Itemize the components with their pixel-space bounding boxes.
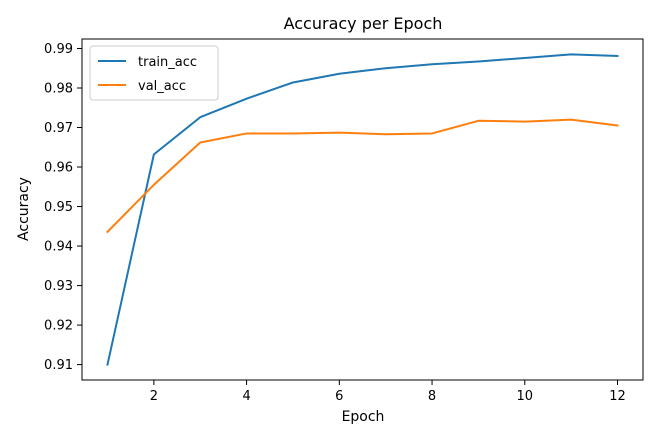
legend-label-val-acc: val_acc — [138, 79, 186, 94]
y-tick-label: 0.91 — [44, 358, 73, 373]
axes — [81, 38, 644, 381]
y-tick-label: 0.99 — [44, 42, 73, 57]
y-tick-label: 0.95 — [44, 200, 73, 215]
chart-title: Accuracy per Epoch — [284, 14, 443, 33]
x-axis-label: Epoch — [342, 409, 385, 425]
axis-ticks: 2 4 6 8 10 12 0.91 0.92 0.93 0.94 0.95 0.96 0.97 0.98… — [44, 42, 626, 404]
plot-area-frame — [81, 38, 644, 381]
series-line-train-acc — [106, 53, 619, 366]
x-tick-label: 2 — [150, 389, 158, 404]
legend: train_acc val_acc — [89, 45, 219, 101]
series-line-val-acc — [106, 118, 619, 234]
x-tick-label: 10 — [516, 389, 533, 404]
x-tick-label: 6 — [335, 389, 343, 404]
legend-box — [89, 45, 219, 101]
y-tick-label: 0.92 — [44, 319, 73, 334]
series-lines — [106, 53, 619, 366]
y-tick-label: 0.98 — [44, 81, 73, 96]
y-axis-label: Accuracy — [16, 177, 32, 241]
y-tick-label: 0.94 — [44, 240, 73, 255]
y-tick-label: 0.93 — [44, 279, 73, 294]
x-tick-label: 8 — [428, 389, 436, 404]
x-tick-label: 12 — [609, 389, 626, 404]
x-tick-label: 4 — [242, 389, 250, 404]
y-tick-label: 0.96 — [44, 161, 73, 176]
y-tick-label: 0.97 — [44, 121, 73, 136]
legend-label-train-acc: train_acc — [138, 55, 197, 70]
